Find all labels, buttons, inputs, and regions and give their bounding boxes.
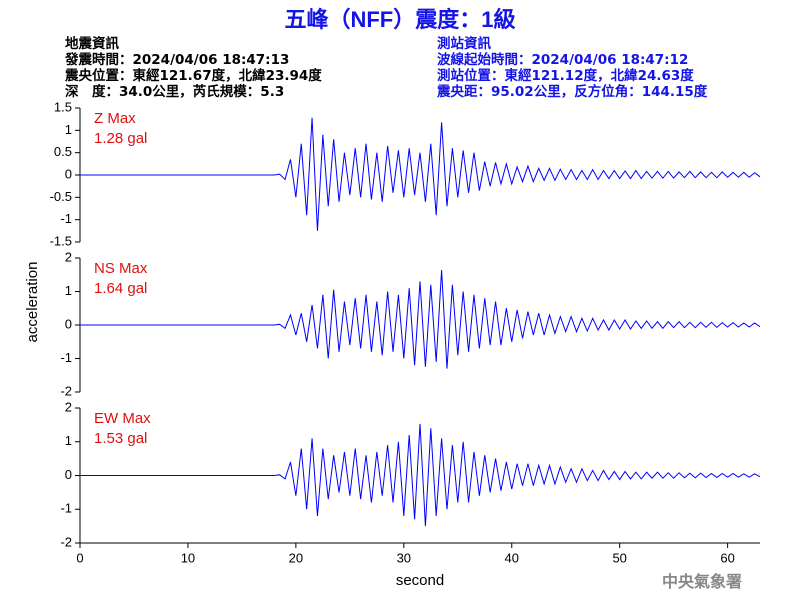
series-name: EW Max <box>94 410 151 427</box>
y-axis-label: acceleration <box>24 262 41 343</box>
series-name: Z Max <box>94 110 136 127</box>
x-tick-label: 40 <box>505 550 519 565</box>
x-tick-label: 30 <box>397 550 411 565</box>
x-tick-label: 20 <box>289 550 303 565</box>
info-left: 震央位置：東經121.67度，北緯23.94度 <box>64 67 322 84</box>
y-tick-label: -1.5 <box>50 233 72 248</box>
waveform <box>80 270 761 369</box>
y-tick-label: 0 <box>65 316 72 331</box>
peak-label: 1.53 gal <box>94 430 147 447</box>
y-tick-label: 0 <box>65 467 72 482</box>
y-tick-label: -1 <box>60 501 72 516</box>
y-tick-label: 1.5 <box>54 99 72 114</box>
info-right: 波線起始時間：2024/04/06 18:47:12 <box>437 51 688 68</box>
waveform <box>80 423 761 527</box>
series-name: NS Max <box>94 260 148 277</box>
y-tick-label: -2 <box>60 534 72 549</box>
y-tick-label: -1 <box>60 350 72 365</box>
y-tick-label: -0.5 <box>50 189 72 204</box>
info-right: 測站資訊 <box>437 35 491 52</box>
y-tick-label: 0 <box>65 166 72 181</box>
y-tick-label: 2 <box>65 399 72 414</box>
y-tick-label: 1 <box>65 283 72 298</box>
waveform <box>80 117 761 231</box>
x-tick-label: 60 <box>720 550 734 565</box>
y-tick-label: 1 <box>65 433 72 448</box>
y-tick-label: 1 <box>65 122 72 137</box>
peak-label: 1.28 gal <box>94 130 147 147</box>
info-left: 深 度：34.0公里，芮氏規模：5.3 <box>65 83 284 100</box>
y-tick-label: 0.5 <box>54 144 72 159</box>
x-tick-label: 10 <box>181 550 195 565</box>
x-tick-label: 0 <box>76 550 83 565</box>
info-left: 發震時間：2024/04/06 18:47:13 <box>64 51 289 68</box>
info-right: 測站位置：東經121.12度，北緯24.63度 <box>437 67 694 84</box>
x-axis-label: second <box>396 572 444 589</box>
y-tick-label: -1 <box>60 211 72 226</box>
info-right: 震央距：95.02公里，反方位角：144.15度 <box>436 83 708 100</box>
y-tick-label: 2 <box>65 249 72 264</box>
title: 五峰（NFF）震度：1級 <box>284 7 515 32</box>
info-left: 地震資訊 <box>65 35 119 52</box>
y-tick-label: -2 <box>60 383 72 398</box>
peak-label: 1.64 gal <box>94 280 147 297</box>
x-tick-label: 50 <box>612 550 626 565</box>
footer: 中央氣象署 <box>662 572 742 591</box>
